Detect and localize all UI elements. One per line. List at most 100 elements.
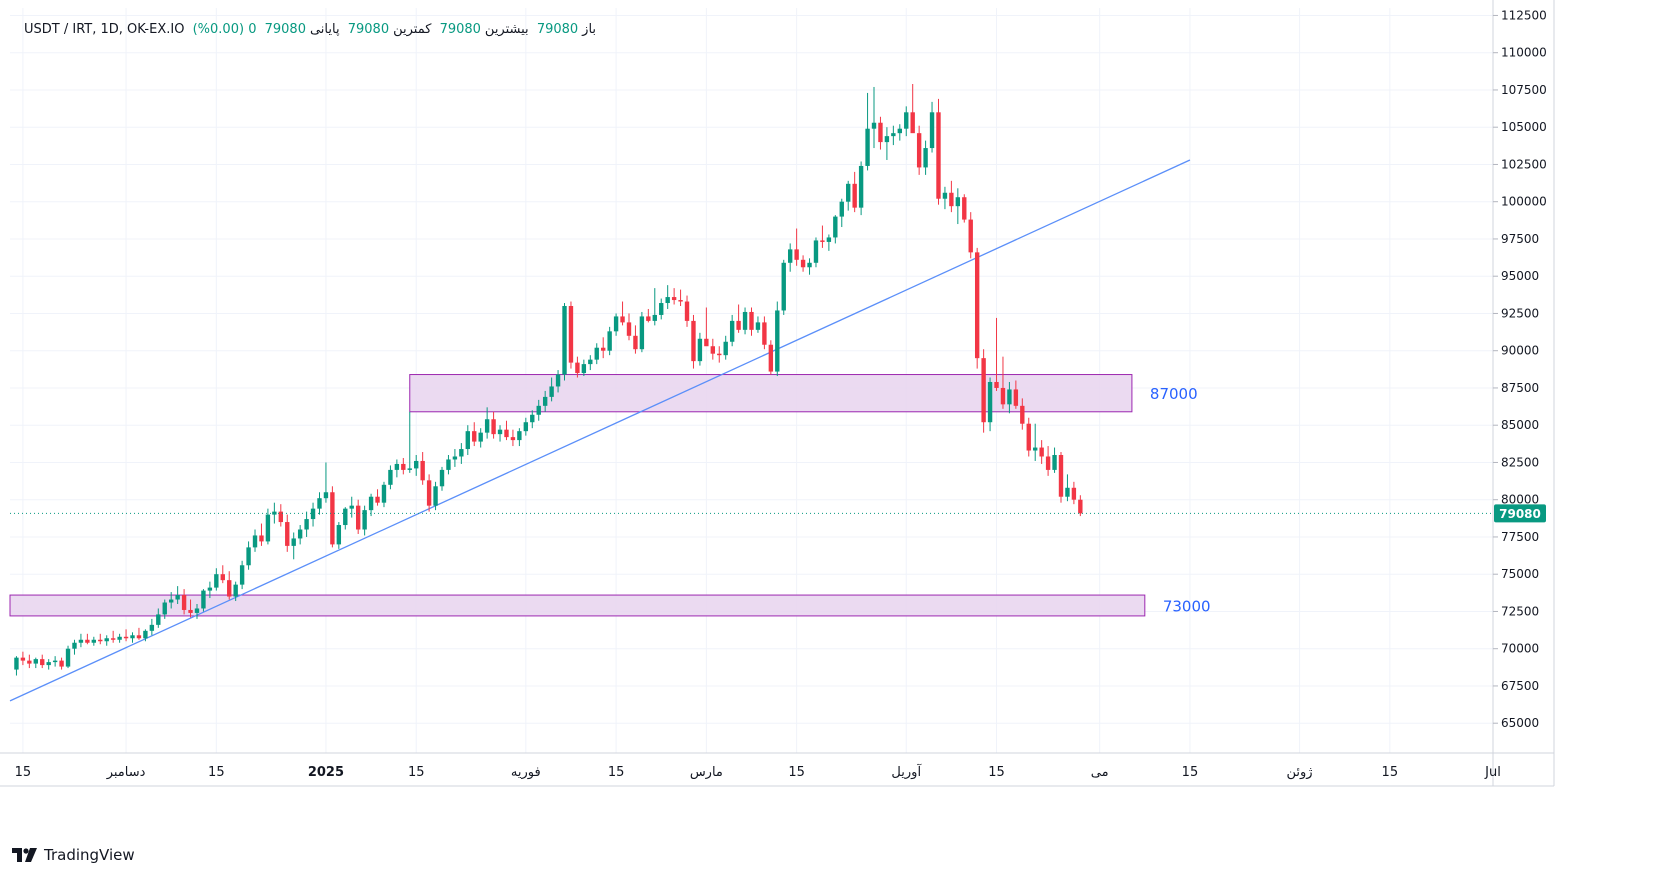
candle — [362, 505, 367, 536]
candle-body — [652, 314, 657, 321]
candle-body — [639, 316, 645, 350]
candle-body — [755, 322, 761, 330]
candle — [916, 125, 922, 175]
candle — [78, 633, 84, 648]
candle — [929, 101, 935, 153]
candle — [143, 629, 148, 642]
candle — [407, 411, 412, 473]
candle — [936, 98, 941, 205]
candle — [575, 356, 580, 378]
trendline-layer[interactable] — [9, 159, 1191, 702]
candle — [736, 304, 741, 333]
candle — [633, 325, 638, 354]
candle — [1039, 440, 1044, 464]
candle — [439, 466, 445, 491]
candle — [729, 314, 735, 347]
y-tick-label: 87500 — [1501, 381, 1539, 395]
candle — [923, 140, 928, 175]
candle — [20, 651, 26, 666]
candle-body — [1058, 455, 1064, 497]
candle — [1033, 423, 1038, 461]
candle-body — [697, 338, 703, 362]
candle-body — [239, 565, 245, 585]
candle — [330, 486, 335, 548]
zone-rect[interactable] — [9, 594, 1146, 617]
candle-body — [349, 505, 354, 509]
candle — [40, 654, 45, 669]
candle-body — [123, 636, 129, 639]
x-tick-label: دسامبر — [106, 765, 146, 780]
candle-body — [717, 353, 722, 356]
candle-body — [742, 311, 748, 330]
candle-body — [1007, 389, 1012, 405]
candle-body — [749, 311, 754, 330]
candle — [375, 489, 380, 506]
candle-body — [85, 639, 90, 643]
candle — [1058, 452, 1064, 503]
candle — [1007, 381, 1012, 414]
candle-body — [214, 574, 219, 588]
candle — [52, 656, 58, 667]
candle-body — [78, 639, 84, 643]
candle-body — [355, 505, 361, 530]
x-tick-label: فوریه — [511, 765, 541, 780]
candle-body — [729, 320, 735, 342]
candle-body — [98, 639, 103, 642]
axes — [0, 0, 1555, 787]
candle — [620, 301, 625, 326]
candle-body — [781, 262, 786, 311]
candle — [659, 298, 664, 320]
candle — [323, 462, 329, 503]
candle-body — [33, 659, 38, 664]
candle — [1020, 398, 1025, 430]
candle-body — [381, 484, 387, 503]
candle-body — [401, 463, 406, 470]
candle-body — [787, 249, 793, 263]
candle-body — [510, 437, 516, 441]
candle-body — [265, 514, 271, 542]
candle-body — [794, 249, 799, 260]
candle-body — [472, 431, 477, 442]
candle — [865, 92, 870, 171]
y-tick-label: 95000 — [1501, 269, 1539, 283]
candle — [884, 127, 890, 160]
candle — [994, 317, 999, 391]
candle — [278, 504, 284, 527]
symbol-name[interactable]: USDT / IRT, 1D, OK-EX.IO — [24, 22, 185, 37]
candle-body — [323, 492, 329, 499]
high-label: بیشترین — [484, 22, 529, 37]
candle — [472, 422, 477, 447]
candle — [787, 243, 793, 272]
y-axis-ticks[interactable]: 65000 67500 70000 72500 75000 77500 80000 82500… — [1493, 8, 1547, 730]
candle-body — [962, 197, 967, 220]
x-tick-label: می — [1091, 765, 1109, 780]
candle-body — [710, 346, 716, 354]
y-tick-label: 105000 — [1501, 120, 1547, 134]
candle — [1000, 356, 1006, 409]
x-axis-ticks[interactable]: 15 دسامبر 15 2025 15 فوریه 15 مارس 15 آوریل 15 می 15… — [15, 763, 1501, 780]
candle — [852, 171, 857, 213]
y-tick-label: 67500 — [1501, 679, 1539, 693]
candle — [188, 599, 193, 618]
price-badge: 79080 — [1494, 504, 1546, 523]
candle — [639, 311, 645, 353]
y-tick-label: 100000 — [1501, 195, 1547, 209]
candle-body — [291, 538, 296, 546]
open-value: 79080 — [536, 22, 579, 37]
candle — [446, 455, 451, 475]
candle — [136, 627, 142, 640]
x-tick-label: 15 — [1382, 765, 1399, 780]
candle-body — [942, 192, 948, 199]
candle — [388, 465, 393, 490]
candle-body — [1013, 389, 1019, 406]
y-tick-label: 70000 — [1501, 642, 1539, 656]
open-label: باز — [582, 22, 597, 37]
candle — [820, 225, 825, 248]
tradingview-logo[interactable]: TradingView — [12, 846, 135, 864]
trendline[interactable] — [9, 159, 1191, 702]
candle — [110, 630, 116, 643]
candle — [452, 449, 458, 467]
candle-body — [871, 122, 877, 129]
